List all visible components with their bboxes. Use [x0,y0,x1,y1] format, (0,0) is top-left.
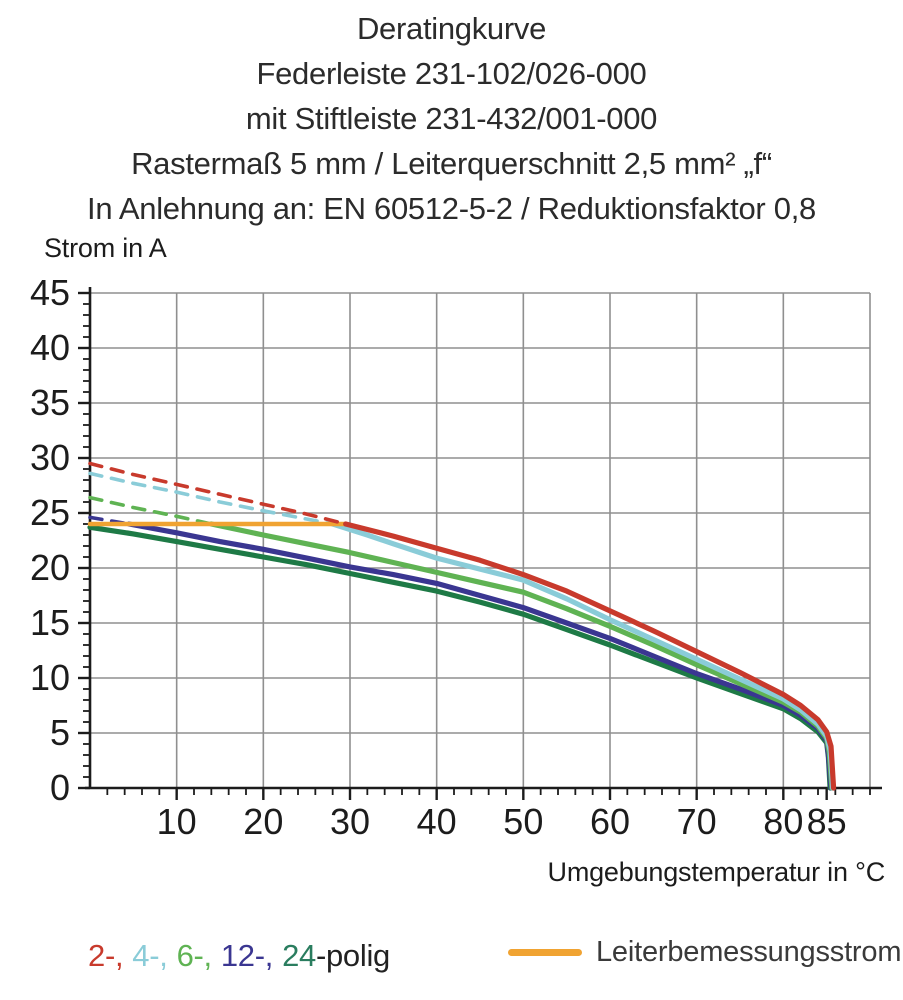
rated-current-label: Leiterbemessungsstrom [596,936,902,968]
x-tick-label: 80 [763,801,803,842]
y-tick-label: 5 [50,712,70,753]
rated-current-line-swatch [508,949,582,956]
legend-pole-2: 2-, [88,938,124,973]
legend-rated-current: Leiterbemessungsstrom [508,936,901,969]
chart-title-block: Deratingkurve Federleiste 231-102/026-00… [0,6,903,231]
curve-12-polig [126,521,834,791]
title-line-5: In Anlehnung an: EN 60512-5-2 / Reduktio… [87,191,816,226]
legend-poles: 2-, 4-, 6-, 12-, 24-polig [88,938,390,974]
x-tick-label: 40 [417,801,457,842]
y-tick-label: 20 [30,547,70,588]
legend-pole-24: 24 [282,938,316,973]
y-tick-label: 30 [30,437,70,478]
legend-pole-suffix: -polig [315,938,390,973]
x-axis-title: Umgebungstemperatur in °C [547,857,886,887]
y-tick-label: 40 [30,327,70,368]
legend-pole-12: 12-, [220,938,274,973]
title-line-4: Rastermaß 5 mm / Leiterquerschnitt 2,5 m… [131,146,772,181]
curve-4-polig-dashed [88,471,335,526]
curve-24-polig [87,524,833,791]
x-tick-label: 20 [243,801,283,842]
title-line-1: Deratingkurve [356,11,547,46]
x-tick-label: 10 [157,801,197,842]
title-line-3: mit Stiftleiste 231-432/001-000 [245,101,658,136]
x-tick-label: 70 [677,801,717,842]
x-tick-label: 60 [590,801,630,842]
y-tick-label: 35 [30,382,70,423]
curve-6-polig-dashed [88,495,214,526]
x-tick-label: 30 [330,801,370,842]
legend-pole-6: 6-, [176,938,213,973]
legend-pole-4: 4-, [132,938,168,973]
y-tick-label: 0 [50,767,70,808]
y-tick-label: 45 [30,272,70,313]
y-tick-label: 10 [30,657,70,698]
curve-2-polig [343,521,837,791]
y-axis-title: Strom in A [44,233,167,263]
y-tick-label: 25 [30,492,70,533]
title-line-2: Federleiste 231-102/026-000 [256,56,647,91]
x-tick-label: 85 [807,801,847,842]
x-tick-label: 50 [503,801,543,842]
y-tick-label: 15 [30,602,70,643]
curve-2-polig-dashed [88,461,348,526]
